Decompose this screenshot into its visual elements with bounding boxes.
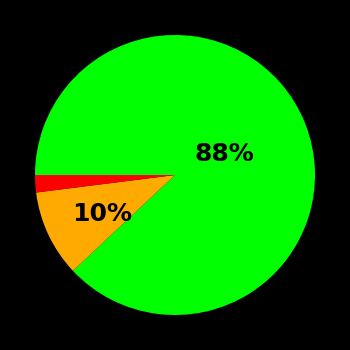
Wedge shape bbox=[35, 35, 315, 315]
Text: 10%: 10% bbox=[72, 202, 132, 226]
Wedge shape bbox=[35, 175, 175, 192]
Text: 88%: 88% bbox=[194, 142, 254, 166]
Wedge shape bbox=[36, 175, 175, 271]
